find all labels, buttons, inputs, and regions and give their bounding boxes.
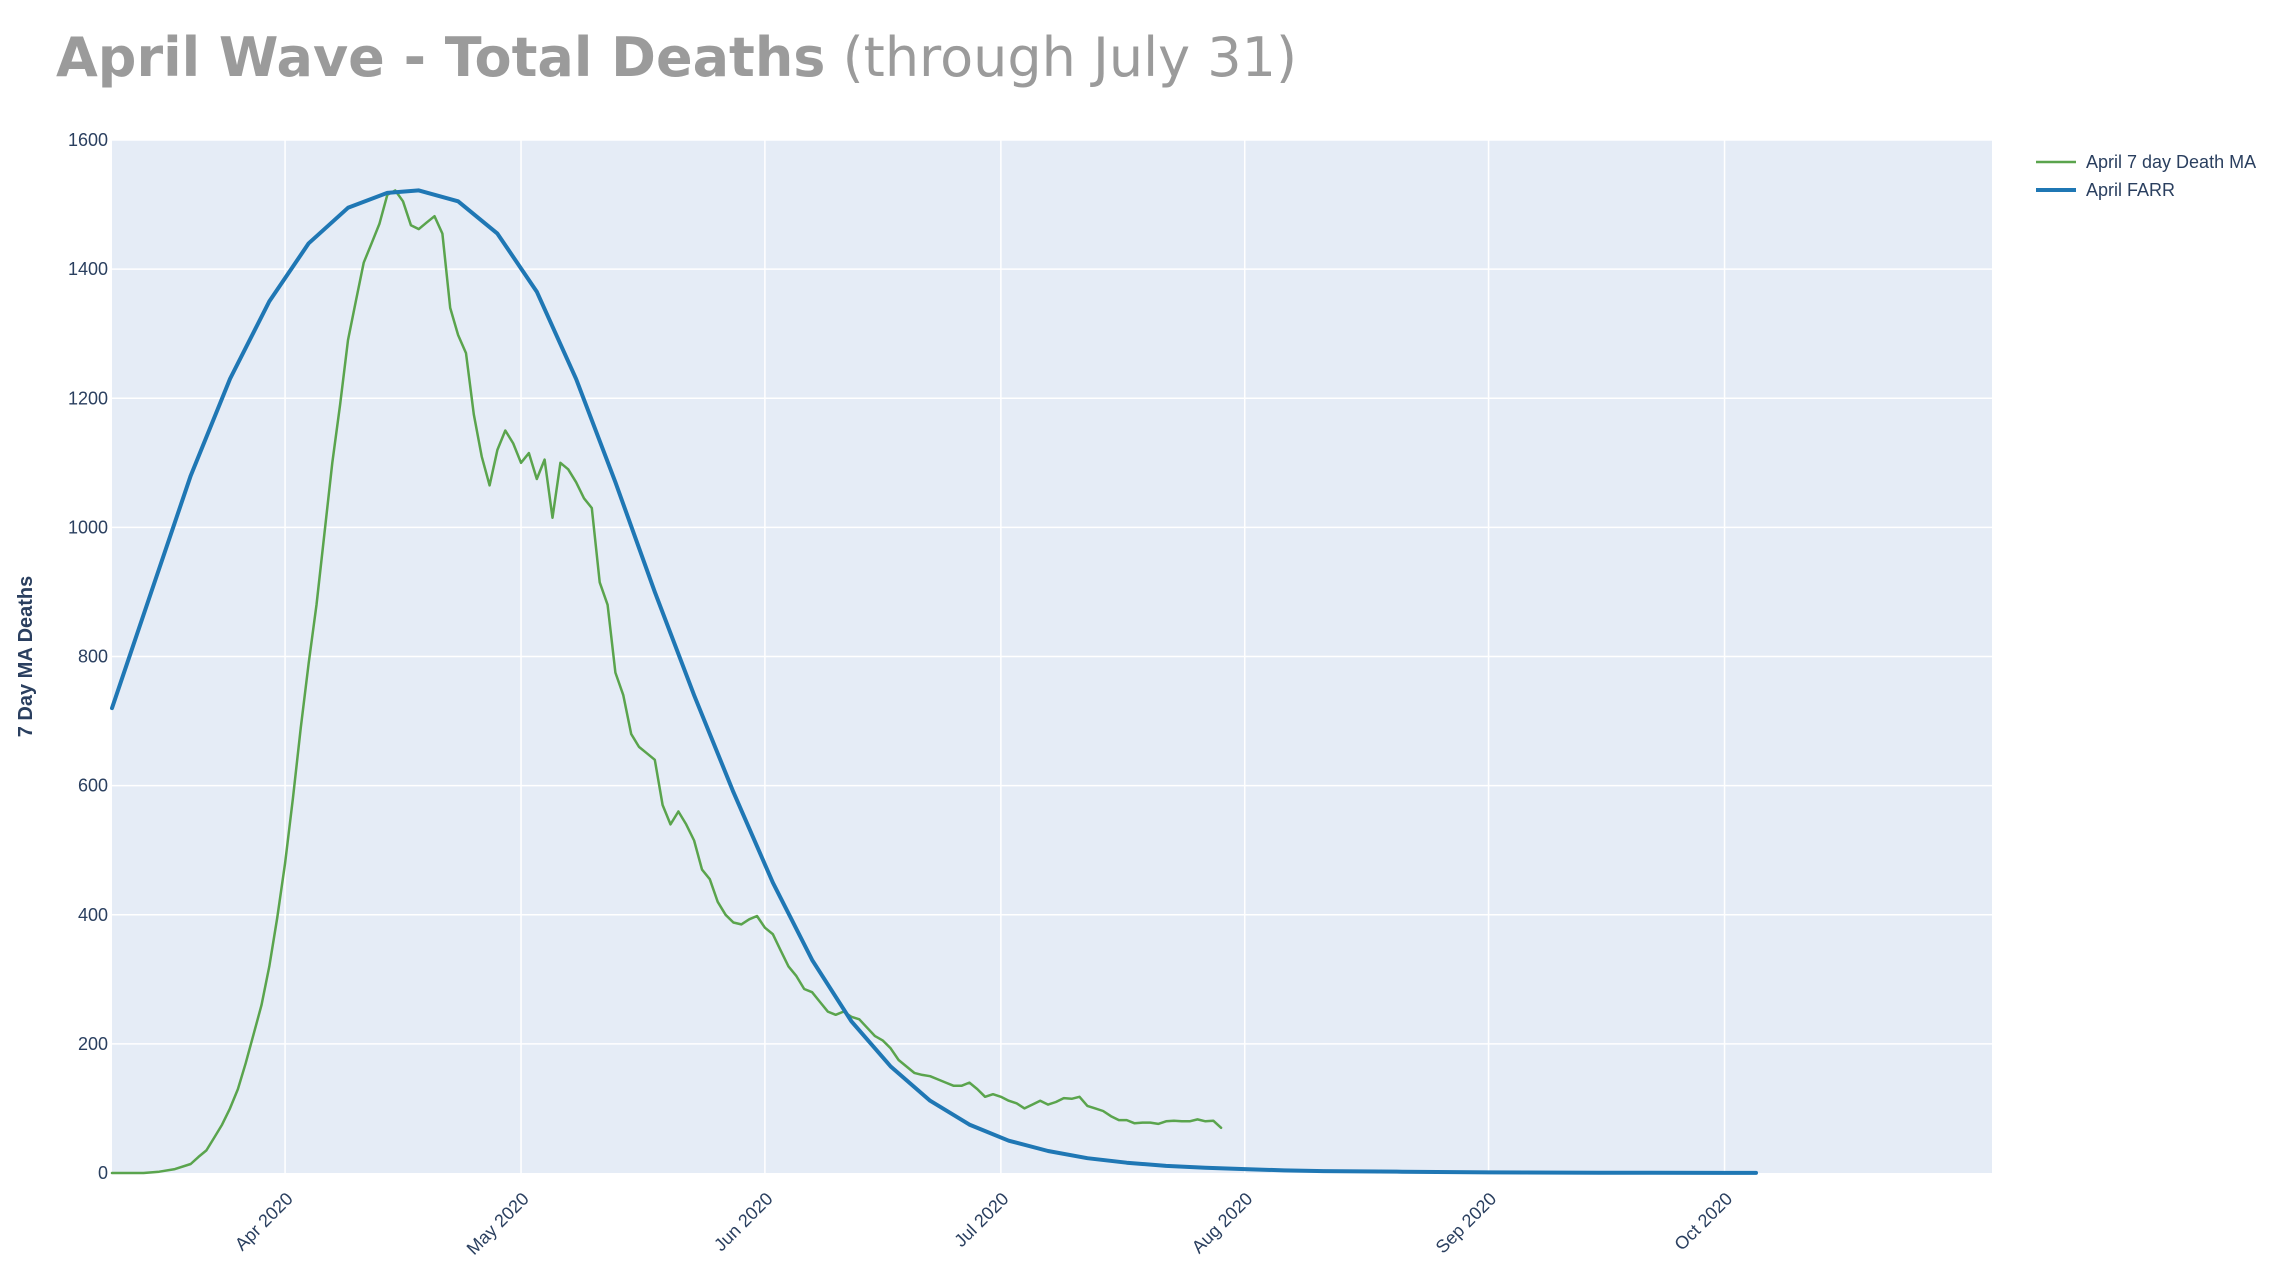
- x-tick-label: Oct 2020: [1670, 1189, 1736, 1255]
- y-tick-label: 1400: [68, 259, 108, 279]
- x-tick-label: Jun 2020: [710, 1189, 777, 1256]
- x-tick-label: Aug 2020: [1188, 1189, 1257, 1258]
- legend: April 7 day Death MA April FARR: [2036, 152, 2256, 200]
- x-tick-label: May 2020: [463, 1189, 533, 1259]
- legend-label-1: April FARR: [2086, 180, 2175, 200]
- y-tick-label: 0: [98, 1163, 108, 1183]
- y-tick-label: 1200: [68, 388, 108, 408]
- x-axis-ticks: Apr 2020 May 2020 Jun 2020 Jul 2020 Aug 2020…: [231, 1189, 1736, 1259]
- y-tick-label: 1000: [68, 517, 108, 537]
- series-layer: [110, 188, 1758, 1175]
- series-line-death-ma: [110, 189, 1223, 1175]
- y-axis-label: 7 Day MA Deaths: [15, 576, 37, 738]
- title-sub: (through July 31): [842, 26, 1298, 89]
- x-tick-label: Sep 2020: [1432, 1189, 1501, 1258]
- y-tick-label: 400: [78, 905, 108, 925]
- y-tick-label: 1600: [68, 130, 108, 150]
- y-axis-ticks: 0 200 400 600 800 1000 1200 1400 1600: [68, 130, 108, 1183]
- chart-title: April Wave - Total Deaths (through July …: [56, 26, 1297, 89]
- title-main: April Wave - Total Deaths: [56, 26, 826, 89]
- y-gridlines: [112, 139, 1992, 1045]
- y-tick-label: 200: [78, 1034, 108, 1054]
- x-tick-label: Jul 2020: [950, 1189, 1012, 1251]
- series-line-farr: [110, 188, 1758, 1175]
- x-tick-label: Apr 2020: [231, 1189, 297, 1255]
- y-tick-label: 800: [78, 647, 108, 667]
- y-tick-label: 600: [78, 776, 108, 796]
- legend-label-0: April 7 day Death MA: [2086, 152, 2256, 172]
